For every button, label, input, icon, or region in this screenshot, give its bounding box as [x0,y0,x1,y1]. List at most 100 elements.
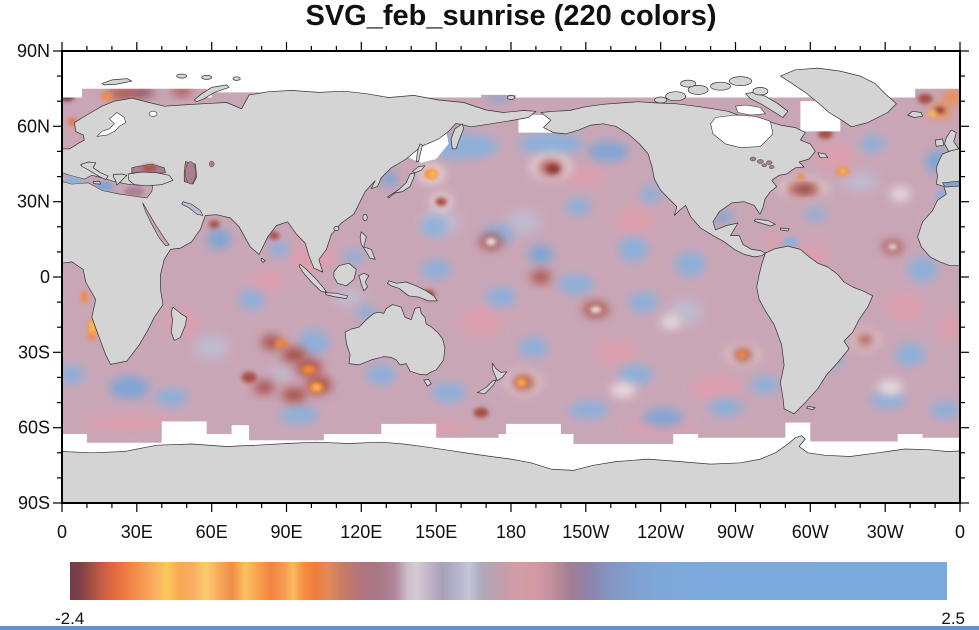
anomaly-blob-blue [568,401,609,419]
colorbar-max-label: 2.5 [941,609,965,628]
anomaly-blob-red2 [935,106,945,114]
anomaly-blob-pink [887,292,923,323]
anomaly-blob-blue [486,287,516,308]
anomaly-blob-red [106,88,142,100]
anomaly-blob-red2 [547,164,560,174]
anomaly-blob-blue2 [206,229,232,250]
black-sea-blob [142,165,157,173]
anomaly-blob-blue [154,388,190,407]
landmass [61,90,537,365]
axis-ticks [53,42,969,512]
anomaly-blob-blue [518,132,584,156]
island [665,91,686,102]
anomaly-blob-orange [736,351,747,359]
anomaly-blob-red [435,197,448,207]
island [201,75,213,80]
anomaly-blob-pale [890,187,911,201]
anomaly-blob-blue [750,376,781,394]
anatolia [127,171,174,187]
anomaly-blob-pink [625,421,696,435]
lon-tick-label: 30W [867,522,904,542]
lat-tick-label: 60N [17,116,50,136]
anomaly-blob-yellow [839,169,846,174]
hudson-bay [710,114,774,148]
landmass [412,165,426,174]
landmass [934,138,945,147]
anomaly-blob-yellow [928,111,937,117]
anomaly-blob-blue [618,364,654,385]
anomaly-blob-yellow [89,320,95,335]
anomaly-blob-pink [690,374,741,401]
lake [766,160,773,165]
no-data-gap [785,422,811,434]
anomaly-blob-blue [628,292,659,313]
lat-tick-label: 60S [18,418,50,438]
anomaly-blob-pink [565,166,606,187]
anomaly-blob-red2 [796,185,814,193]
anomaly-blob-pale [610,383,636,397]
lon-tick-label: 90E [270,522,302,542]
anomaly-blob-red [817,128,833,139]
anomaly-blob-blue [895,343,926,367]
anomaly-blob-blue [870,391,906,409]
anomaly-blob-red [856,333,875,346]
lon-tick-label: 120E [340,522,382,542]
anomaly-blob-blue [805,206,826,222]
anomaly-blob-orange [80,290,88,304]
baltic-sea [96,112,126,137]
island [710,81,731,91]
lat-tick-label: 0 [40,267,50,287]
anomaly-blob-pink [762,233,783,246]
no-data-gap [231,425,250,434]
lon-tick-label: 150E [415,522,457,542]
lake [185,161,196,185]
landmass [260,257,266,263]
mediterranean-fill [65,175,145,197]
anomaly-blob-blue [782,236,798,247]
anomaly-blob-blue [431,382,467,403]
landmass [359,231,376,260]
landmass [917,147,961,267]
anomaly-blob-pink [458,307,504,338]
landmass [780,67,897,128]
anomaly-blob-blue [907,256,938,283]
island [176,73,188,79]
landmass [333,262,357,287]
anomaly-blob-pale [888,243,898,250]
anomaly-blob-blue [565,197,591,216]
island [506,95,516,100]
anomaly-blob-blue [62,364,85,385]
anomaly-blob-red [208,220,220,229]
lat-tick-label: 30S [18,342,50,362]
island [687,85,709,95]
landmass [756,245,874,415]
anomaly-blob-pale [660,315,681,329]
anomaly-blob-blue [518,337,549,358]
lat-tick-label: 30N [17,192,50,212]
anomaly-blob-blue [279,406,319,424]
island [752,87,769,96]
lat-tick-label: 90N [17,41,50,61]
landmass [450,123,464,150]
anomaly-blob-pink [615,206,656,237]
anomaly-blob-blue [930,401,960,419]
bottom-strip [0,626,979,630]
anomaly-blob-blue [298,329,329,355]
anomaly-blob-lav [333,287,364,308]
landmass [907,110,923,118]
anomaly-blob-red [241,371,257,383]
anomaly-blob-blue [421,259,452,280]
landmass [101,78,133,86]
anomaly-blob-blue2 [109,376,150,399]
landmass [324,292,348,299]
anomaly-blob-pink [937,314,960,340]
anomaly-blob-pale [877,380,903,395]
colorbar-min-label: -2.4 [55,609,84,628]
anomaly-blob-red [281,347,307,363]
landmass [170,306,188,341]
anomaly-blob-yellow [518,380,524,385]
anomaly-blob-pale [485,238,497,246]
landmass [61,435,961,504]
red-sea [142,202,170,246]
lon-tick-label: 120W [637,522,684,542]
